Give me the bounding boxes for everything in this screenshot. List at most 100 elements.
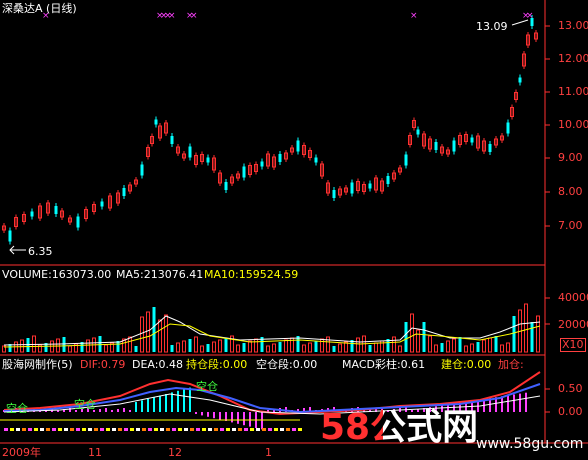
volume-bar <box>134 346 138 352</box>
low-marker <box>9 245 15 255</box>
volume-bar <box>176 342 180 353</box>
candle-body <box>464 134 468 142</box>
volume-bar <box>164 314 168 353</box>
signal-band <box>244 428 248 431</box>
candle-body <box>236 173 240 179</box>
macd-bar <box>303 408 305 412</box>
volume-bar <box>188 339 192 352</box>
signal-band <box>208 428 212 431</box>
volume-bar <box>482 339 486 353</box>
indicator-macd: MACD彩柱:0.61 <box>342 358 426 371</box>
price-axis-label: 12.00 <box>558 52 588 65</box>
signal-band <box>70 428 74 431</box>
candle-body <box>224 182 228 190</box>
volume-bar <box>170 345 174 352</box>
macd-bar <box>489 398 491 412</box>
candle-body <box>8 230 12 242</box>
volume-bar <box>158 319 162 353</box>
volume-bar <box>386 339 390 352</box>
signal-band <box>58 428 62 431</box>
candle-body <box>326 182 330 194</box>
signal-band <box>238 428 242 431</box>
candle-body <box>416 129 420 135</box>
candle-body <box>446 149 450 155</box>
volume-bar <box>74 343 78 353</box>
macd-bar <box>243 412 245 426</box>
signal-band <box>298 428 302 431</box>
candle-body <box>54 206 58 214</box>
indicator-axis-label: 0.50 <box>558 382 583 395</box>
volume-bar <box>470 343 474 353</box>
signal-marker: × <box>186 11 194 21</box>
indicator-signal-label: 空仓 <box>74 398 96 411</box>
candle-body <box>212 157 216 171</box>
signal-band <box>76 428 80 431</box>
volume-bar <box>122 338 126 353</box>
volume-bar <box>494 336 498 352</box>
candle-body <box>182 153 186 159</box>
volume-bar <box>500 344 504 353</box>
volume-bar <box>344 341 348 353</box>
candle-body <box>206 157 210 163</box>
candle-body <box>392 172 396 180</box>
volume-bar <box>374 342 378 353</box>
volume-ma5: MA5:213076.41 <box>116 268 204 281</box>
volume-bar <box>326 336 330 353</box>
signal-band <box>88 428 92 431</box>
candle-body <box>76 216 80 228</box>
signal-band <box>220 428 224 431</box>
macd-bar <box>369 409 371 412</box>
macd-bar <box>147 398 149 412</box>
volume-bar <box>260 337 264 352</box>
candle-body <box>526 34 530 46</box>
candle-body <box>458 135 462 145</box>
candle-body <box>46 202 50 214</box>
signal-band <box>112 428 116 431</box>
macd-bar <box>267 410 269 412</box>
volume-bar <box>284 339 288 353</box>
volume-bar <box>458 337 462 352</box>
macd-bar <box>195 412 197 414</box>
macd-bar <box>153 397 155 412</box>
candle-body <box>488 144 492 152</box>
macd-bar <box>117 409 119 412</box>
macd-bar <box>81 409 83 412</box>
signal-band <box>184 428 188 431</box>
macd-bar <box>225 412 227 421</box>
indicator-dif: DIF:0.79 <box>80 358 126 371</box>
indicator-signal-label: 空仓 <box>6 402 28 415</box>
volume-bar <box>230 335 234 353</box>
volume-bar <box>476 342 480 352</box>
signal-marker: × <box>168 11 176 21</box>
candle-body <box>266 153 270 167</box>
candle-body <box>470 137 474 143</box>
volume-bar <box>488 337 492 353</box>
volume-bar <box>428 335 432 353</box>
candle-body <box>92 204 96 212</box>
macd-bar <box>447 404 449 412</box>
macd-bar <box>93 410 95 412</box>
macd-bar <box>57 410 59 412</box>
volume-bar <box>314 341 318 352</box>
candle-body <box>278 154 282 162</box>
signal-band <box>178 428 182 431</box>
candle-body <box>60 210 64 218</box>
watermark-url: www.58gu.com <box>476 436 584 452</box>
volume-bar <box>152 307 156 352</box>
macd-bar <box>513 394 515 412</box>
macd-bar <box>381 407 383 412</box>
indicator-build: 建仓:0.00 <box>441 358 492 371</box>
macd-bar <box>129 410 131 412</box>
candle-body <box>440 146 444 154</box>
signal-band <box>190 428 194 431</box>
candle-body <box>100 201 104 207</box>
signal-band <box>268 428 272 431</box>
candle-body <box>134 179 138 185</box>
candle-body <box>154 119 158 125</box>
candle-body <box>260 161 264 167</box>
high-marker <box>511 19 529 26</box>
candle-body <box>344 187 348 193</box>
price-axis-label: 9.00 <box>558 151 583 164</box>
candle-body <box>22 214 26 222</box>
